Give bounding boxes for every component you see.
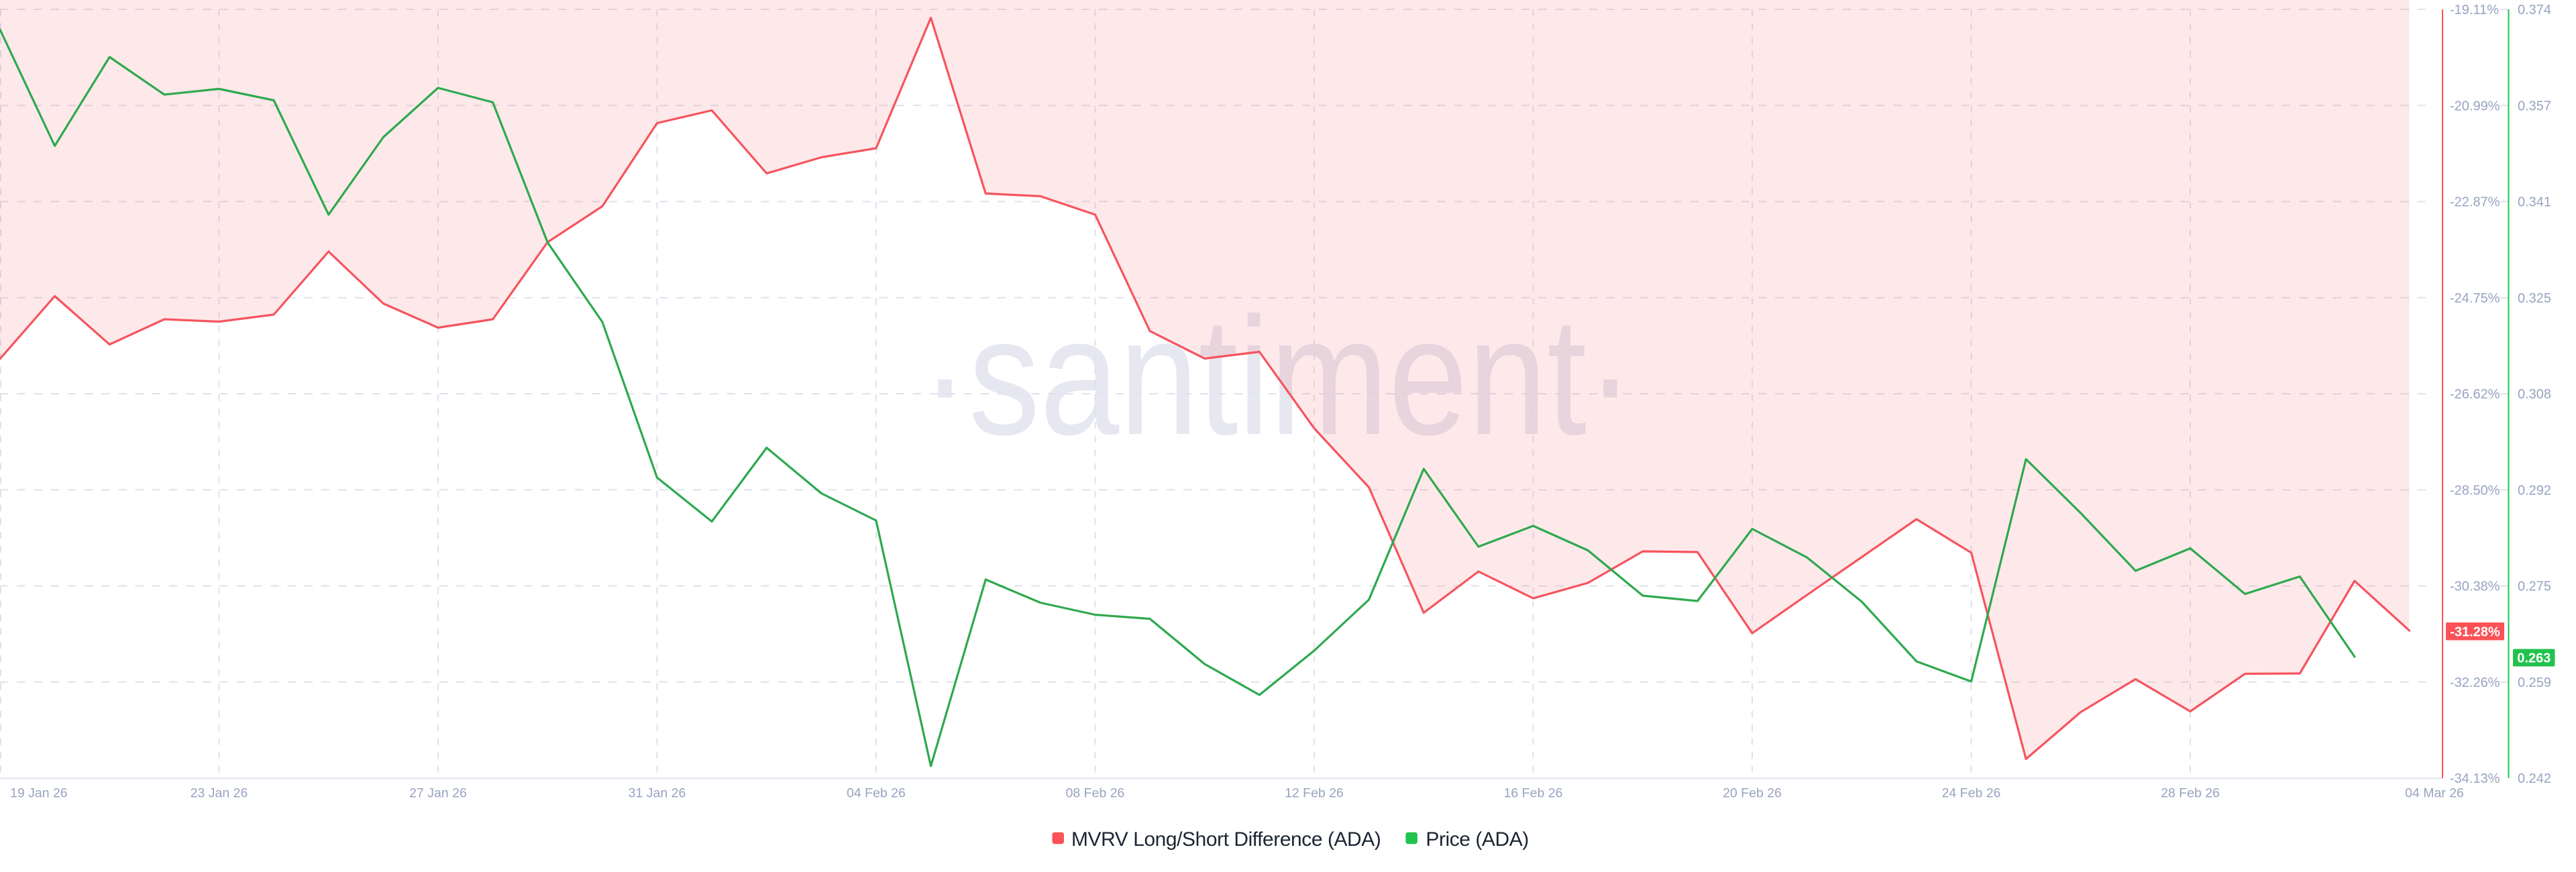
svg-text:23 Jan 26: 23 Jan 26: [191, 786, 248, 801]
svg-text:16 Feb 26: 16 Feb 26: [1504, 786, 1563, 801]
svg-text:-28.50%: -28.50%: [2450, 484, 2500, 498]
svg-text:0.374: 0.374: [2518, 3, 2551, 17]
svg-text:-24.75%: -24.75%: [2450, 291, 2500, 306]
svg-text:24 Feb 26: 24 Feb 26: [1942, 786, 2001, 801]
svg-text:Price (ADA): Price (ADA): [1426, 828, 1528, 851]
svg-text:04 Mar 26: 04 Mar 26: [2405, 786, 2464, 801]
svg-text:-31.28%: -31.28%: [2450, 624, 2500, 639]
svg-text:04 Feb 26: 04 Feb 26: [847, 786, 906, 801]
svg-text:28 Feb 26: 28 Feb 26: [2161, 786, 2220, 801]
svg-text:0.259: 0.259: [2518, 675, 2551, 690]
svg-text:-22.87%: -22.87%: [2450, 195, 2500, 210]
svg-text:0.308: 0.308: [2518, 387, 2551, 402]
svg-text:0.357: 0.357: [2518, 99, 2551, 114]
svg-text:12 Feb 26: 12 Feb 26: [1285, 786, 1344, 801]
svg-text:27 Jan 26: 27 Jan 26: [409, 786, 467, 801]
svg-text:0.325: 0.325: [2518, 291, 2551, 306]
svg-text:-26.62%: -26.62%: [2450, 387, 2500, 402]
svg-text:0.292: 0.292: [2518, 484, 2551, 498]
svg-text:08 Feb 26: 08 Feb 26: [1066, 786, 1125, 801]
svg-text:0.242: 0.242: [2518, 771, 2551, 786]
svg-text:-19.11%: -19.11%: [2450, 3, 2499, 17]
svg-text:0.275: 0.275: [2518, 580, 2551, 594]
svg-text:-30.38%: -30.38%: [2450, 580, 2500, 594]
svg-text:31 Jan 26: 31 Jan 26: [629, 786, 686, 801]
svg-text:20 Feb 26: 20 Feb 26: [1723, 786, 1782, 801]
svg-text:0.341: 0.341: [2518, 195, 2551, 210]
svg-text:0.263: 0.263: [2517, 651, 2551, 666]
svg-text:MVRV Long/Short Difference (AD: MVRV Long/Short Difference (ADA): [1071, 828, 1381, 851]
svg-text:-20.99%: -20.99%: [2450, 99, 2500, 114]
svg-text:19 Jan 26: 19 Jan 26: [10, 786, 68, 801]
svg-text:-34.13%: -34.13%: [2450, 771, 2500, 786]
svg-text:-32.26%: -32.26%: [2450, 675, 2500, 690]
